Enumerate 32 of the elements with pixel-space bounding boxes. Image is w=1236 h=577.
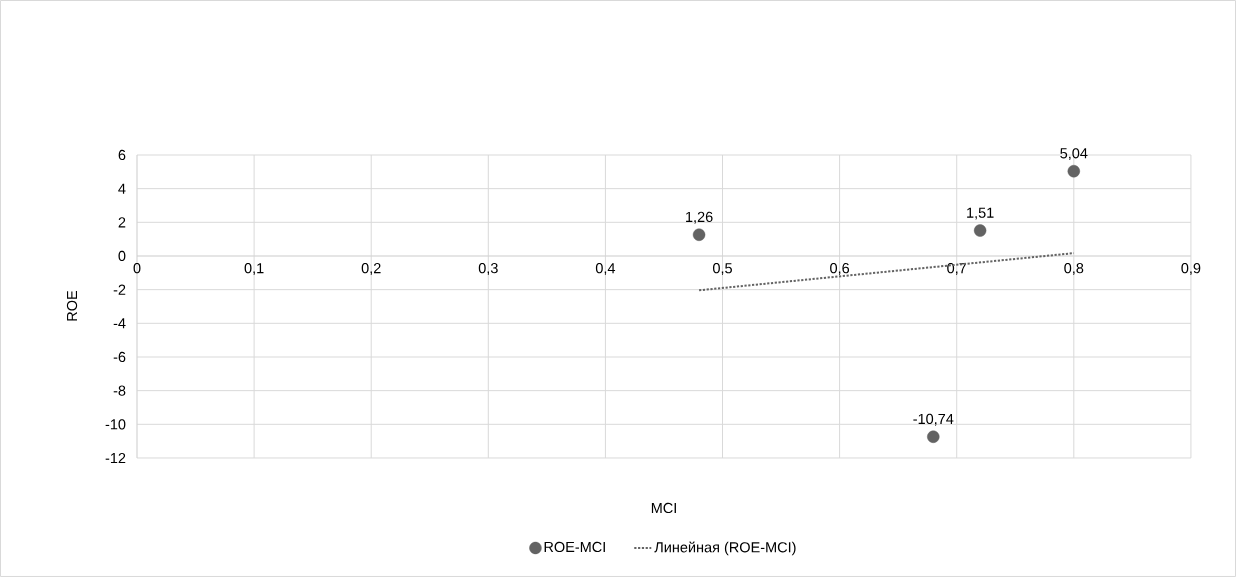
x-tick-label: 0 (133, 263, 141, 274)
x-tick-label: 0,9 (1181, 263, 1201, 275)
data-label: -10,74 (913, 413, 954, 426)
y-tick-label: 0 (118, 250, 126, 262)
y-tick-label: -6 (113, 351, 126, 363)
y-tick-label: -4 (113, 318, 126, 329)
x-tick-label: 0,3 (478, 263, 498, 275)
y-axis-title: ROE (66, 290, 78, 321)
y-tick-label: 4 (118, 183, 126, 194)
data-label: 1,51 (967, 207, 994, 220)
x-tick-label: 0,7 (947, 263, 967, 275)
data-label: 1,26 (686, 211, 713, 224)
y-tick-label: 6 (118, 149, 126, 161)
y-tick-label: -8 (113, 385, 126, 396)
x-tick-label: 0,4 (595, 263, 616, 275)
y-tick-label: -10 (105, 419, 126, 430)
x-tick-label: 0,1 (244, 263, 264, 275)
y-tick-label: -2 (113, 284, 126, 295)
point (1067, 164, 1081, 178)
data-label: 5,04 (1060, 148, 1088, 161)
legend-label: ROE-MCI (544, 541, 605, 553)
point (927, 430, 940, 443)
x-tick-label: 0,5 (712, 263, 732, 275)
legend-label: Линейная (ROE-MCI) (654, 541, 796, 556)
x-tick-label: 0,6 (830, 263, 850, 275)
point (692, 228, 706, 241)
y-tick-label: 2 (118, 217, 126, 228)
point (973, 224, 987, 237)
y-tick-label: -12 (105, 452, 126, 464)
x-axis-title: MCI (651, 502, 676, 514)
x-tick-label: 0,2 (361, 263, 381, 275)
x-tick-label: 0,8 (1064, 263, 1084, 275)
